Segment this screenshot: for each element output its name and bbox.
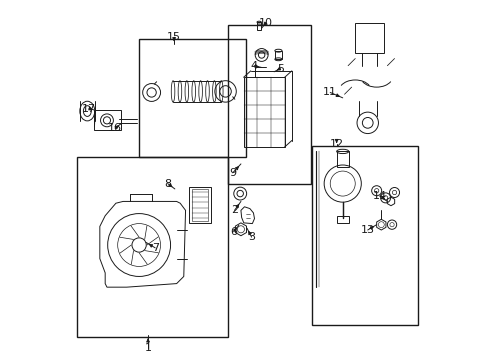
Bar bbox=[189, 187, 210, 223]
Text: 3: 3 bbox=[247, 232, 255, 242]
Bar bbox=[312, 146, 417, 325]
Bar bbox=[336, 216, 348, 223]
Bar bbox=[94, 111, 121, 130]
Bar bbox=[257, 22, 261, 30]
Bar bbox=[191, 189, 207, 221]
Text: 13: 13 bbox=[360, 225, 374, 235]
Text: 1: 1 bbox=[144, 343, 151, 353]
Text: 10: 10 bbox=[259, 18, 272, 28]
Text: 11: 11 bbox=[323, 87, 337, 98]
Text: 17: 17 bbox=[82, 104, 96, 113]
Bar bbox=[77, 157, 228, 337]
Text: 9: 9 bbox=[229, 168, 236, 178]
Text: 5: 5 bbox=[276, 64, 283, 73]
Text: 12: 12 bbox=[329, 139, 343, 149]
Text: 15: 15 bbox=[167, 32, 181, 42]
Text: 7: 7 bbox=[151, 243, 159, 253]
Text: 8: 8 bbox=[164, 179, 171, 189]
Bar bbox=[243, 77, 284, 147]
Text: 4: 4 bbox=[250, 61, 257, 71]
Text: 14: 14 bbox=[372, 191, 386, 201]
Bar bbox=[354, 23, 383, 53]
Bar bbox=[336, 152, 348, 167]
Bar bbox=[274, 51, 282, 59]
Text: 6: 6 bbox=[230, 227, 237, 237]
Bar bbox=[139, 39, 246, 157]
Text: 16: 16 bbox=[108, 123, 122, 133]
Bar bbox=[228, 24, 310, 184]
Text: 2: 2 bbox=[230, 205, 238, 215]
